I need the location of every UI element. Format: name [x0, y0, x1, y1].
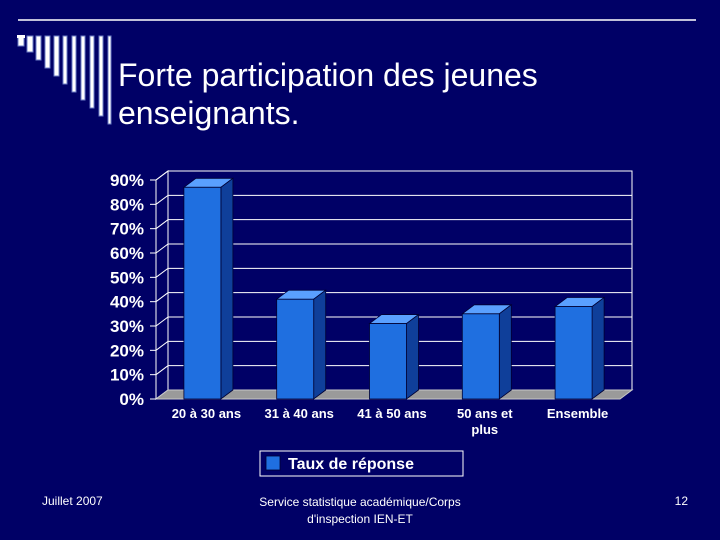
- slide-title: Forte participation des jeunes enseignan…: [118, 56, 678, 132]
- y-tick-label: 40%: [110, 293, 144, 312]
- y-axis: 0% 10% 20% 30% 40% 50% 60% 70% 80% 90%: [110, 171, 157, 409]
- y-tick-label: 20%: [110, 341, 144, 360]
- decorative-top-lines: [17, 19, 696, 125]
- bar: [461, 313, 500, 400]
- legend-box: [259, 450, 464, 477]
- bar: [554, 306, 593, 400]
- y-tick-label: 50%: [110, 268, 144, 287]
- gridline: [155, 267, 632, 278]
- bar-side: [313, 289, 327, 400]
- gridline: [155, 219, 632, 230]
- y-tick-label: 10%: [110, 366, 144, 385]
- footer-source: Service statistique académique/Corps d'i…: [259, 495, 461, 526]
- gridline: [155, 243, 632, 254]
- gridline: [155, 170, 632, 181]
- y-tick-label: 30%: [110, 317, 144, 336]
- gridline: [155, 194, 632, 205]
- bar-side: [220, 177, 234, 400]
- bar: [276, 298, 315, 400]
- legend-swatch: [265, 455, 281, 471]
- footer-page-number: 12: [674, 494, 688, 508]
- x-tick-label: 50 ans et: [457, 406, 513, 421]
- y-tick-label: 70%: [110, 220, 144, 239]
- y-tick-label: 0%: [119, 390, 144, 409]
- slide-title-line1: Forte participation des jeunes: [118, 57, 538, 93]
- gridline: [155, 292, 632, 303]
- legend-label: Taux de réponse: [288, 456, 414, 473]
- x-tick-label: Ensemble: [547, 406, 608, 421]
- y-tick-label: 60%: [110, 244, 144, 263]
- plot-side-wall: [155, 170, 169, 400]
- footer-date: Juillet 2007: [42, 494, 103, 508]
- bar-side: [498, 304, 512, 400]
- y-tick-label: 80%: [110, 195, 144, 214]
- bar: [183, 186, 222, 400]
- y-tick-label: 90%: [110, 171, 144, 190]
- x-tick-label: 20 à 30 ans: [172, 406, 241, 421]
- x-tick-label: 31 à 40 ans: [265, 406, 334, 421]
- bars: [182, 177, 606, 400]
- bar-side: [591, 296, 605, 400]
- bar-side: [406, 313, 419, 400]
- slide-title-line2: enseignants.: [118, 95, 300, 131]
- x-axis: 20 à 30 ans 31 à 40 ans 41 à 50 ans 50 ans …: [172, 406, 609, 437]
- bar: [369, 323, 407, 400]
- legend: Taux de réponse: [259, 450, 464, 477]
- x-tick-label: 41 à 50 ans: [357, 406, 426, 421]
- x-tick-label: plus: [471, 422, 498, 437]
